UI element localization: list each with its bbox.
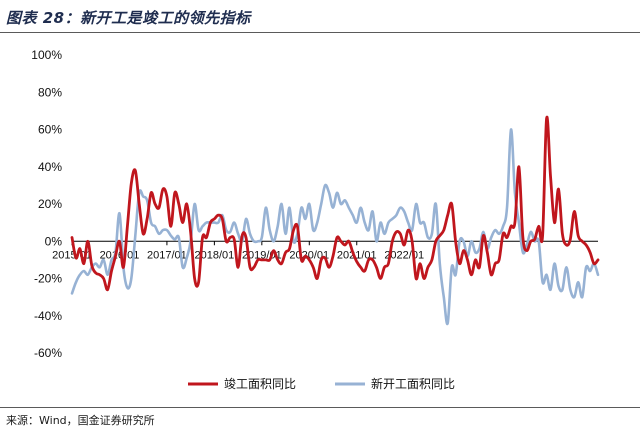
series-lines bbox=[70, 115, 600, 326]
y-tick-label: 100% bbox=[31, 48, 62, 62]
legend: 竣工面积同比 新开工面积同比 bbox=[188, 376, 455, 391]
y-tick-label: -40% bbox=[34, 309, 62, 323]
y-axis: 100% 80% 60% 40% 20% 0% -20% -40% -60% bbox=[31, 48, 62, 360]
chart-title: 图表 28：新开工是竣工的领先指标 bbox=[6, 9, 251, 27]
x-tick-label: 2016/01 bbox=[100, 249, 140, 261]
legend-item-new-starts: 新开工面积同比 bbox=[371, 376, 455, 391]
x-tick-label: 2018/01 bbox=[194, 249, 234, 261]
source-divider bbox=[0, 407, 640, 408]
x-tick-label: 2017/01 bbox=[147, 249, 187, 261]
source-note: 来源：Wind，国金证券研究所 bbox=[6, 414, 155, 427]
y-tick-label: 20% bbox=[38, 197, 62, 211]
y-tick-label: 40% bbox=[38, 160, 62, 174]
y-tick-label: 80% bbox=[38, 85, 62, 99]
series-line-new-starts bbox=[70, 128, 600, 326]
legend-item-completion: 竣工面积同比 bbox=[224, 376, 296, 391]
y-tick-label: 60% bbox=[38, 123, 62, 137]
title-divider bbox=[0, 32, 640, 33]
y-tick-label: -60% bbox=[34, 346, 62, 360]
y-tick-label: -20% bbox=[34, 272, 62, 286]
y-tick-label: 0% bbox=[45, 234, 63, 248]
series-line-completion bbox=[70, 115, 600, 292]
x-tick-label: 2021/01 bbox=[337, 249, 377, 261]
